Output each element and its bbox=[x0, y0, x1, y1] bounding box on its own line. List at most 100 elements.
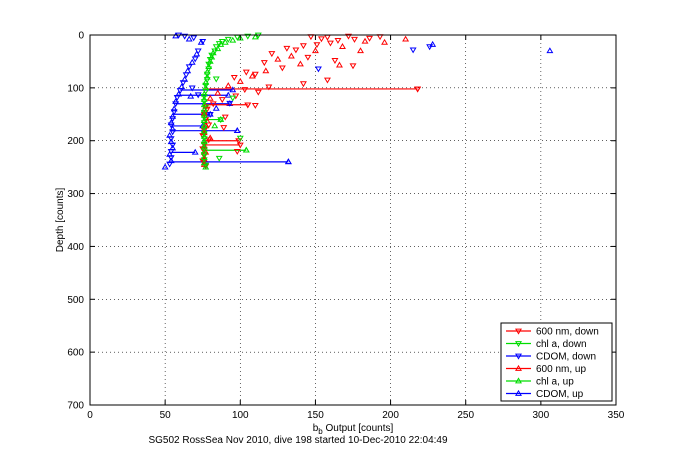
y-axis-label: Depth [counts] bbox=[55, 188, 66, 253]
legend-swatch-marker bbox=[515, 353, 522, 360]
y-tick-label: 200 bbox=[67, 136, 84, 147]
data-point bbox=[296, 60, 304, 67]
profile-spike-point bbox=[236, 142, 244, 149]
data-point bbox=[334, 37, 342, 44]
legend-entry: CDOM, up bbox=[506, 389, 584, 400]
data-point bbox=[169, 112, 177, 119]
data-point bbox=[200, 142, 208, 149]
data-point bbox=[283, 45, 291, 52]
legend-label: 600 nm, up bbox=[536, 364, 586, 375]
data-point bbox=[170, 109, 178, 116]
legend-label: CDOM, up bbox=[536, 389, 584, 400]
y-tick-label: 500 bbox=[67, 295, 84, 306]
data-point bbox=[215, 41, 223, 48]
data-point bbox=[357, 47, 364, 54]
data-point bbox=[200, 115, 208, 122]
data-point bbox=[206, 111, 214, 118]
data-point bbox=[326, 40, 334, 47]
x-axis-label-rest: Output [counts] bbox=[323, 423, 394, 434]
data-point bbox=[214, 45, 222, 52]
legend-label: CDOM, down bbox=[536, 352, 596, 363]
data-point bbox=[214, 89, 222, 96]
legend-entry: chl a, down bbox=[506, 339, 587, 350]
data-layer bbox=[161, 32, 554, 170]
data-point bbox=[336, 61, 343, 68]
data-point bbox=[203, 71, 211, 78]
x-tick-label: 50 bbox=[160, 410, 172, 421]
legend-box bbox=[500, 322, 613, 402]
y-tick-label: 0 bbox=[78, 31, 84, 42]
data-point bbox=[200, 99, 208, 106]
data-point bbox=[224, 36, 232, 43]
axis-ticks: 0 50 100 150 200 250 300 350 0 100 200 300 400 500 600… bbox=[67, 31, 624, 422]
data-point bbox=[175, 90, 183, 97]
data-point bbox=[167, 138, 175, 145]
data-point bbox=[199, 39, 207, 45]
data-point bbox=[208, 53, 216, 60]
data-point bbox=[251, 102, 259, 109]
profile-spike-point bbox=[229, 86, 237, 93]
data-point bbox=[194, 92, 202, 99]
data-point bbox=[351, 36, 358, 43]
data-point bbox=[224, 82, 232, 89]
data-point bbox=[181, 75, 189, 82]
data-point bbox=[402, 35, 410, 42]
data-point bbox=[429, 40, 437, 47]
data-point bbox=[178, 83, 186, 90]
data-point bbox=[244, 33, 252, 40]
data-point bbox=[169, 144, 177, 151]
x-tick-label: 0 bbox=[87, 410, 93, 421]
data-point bbox=[206, 134, 214, 141]
data-point bbox=[190, 35, 198, 42]
legend-swatch-marker bbox=[515, 377, 522, 384]
data-point bbox=[161, 163, 169, 170]
data-point bbox=[215, 155, 223, 162]
data-point bbox=[317, 36, 325, 43]
legend-label: chl a, down bbox=[536, 339, 587, 350]
data-point bbox=[414, 86, 422, 93]
data-point bbox=[242, 69, 250, 76]
data-point bbox=[287, 52, 295, 59]
legend-swatch-marker bbox=[515, 389, 522, 396]
data-point bbox=[409, 47, 417, 54]
data-point bbox=[313, 42, 321, 49]
data-point bbox=[202, 163, 210, 170]
data-point bbox=[292, 47, 300, 54]
data-point bbox=[349, 63, 357, 70]
data-point bbox=[206, 94, 214, 101]
data-point bbox=[172, 98, 180, 104]
data-point bbox=[200, 136, 208, 143]
data-point bbox=[188, 85, 196, 92]
data-point bbox=[200, 141, 208, 148]
data-point bbox=[314, 66, 322, 73]
data-point bbox=[381, 38, 389, 45]
data-point bbox=[203, 73, 211, 80]
data-point bbox=[185, 35, 193, 42]
legend-label: chl a, up bbox=[536, 377, 574, 388]
data-point bbox=[311, 47, 319, 54]
data-point bbox=[205, 63, 213, 70]
data-point bbox=[366, 35, 374, 42]
data-point bbox=[233, 127, 241, 133]
data-point bbox=[299, 81, 307, 88]
data-point bbox=[193, 50, 201, 57]
data-point bbox=[172, 101, 180, 108]
data-point bbox=[226, 100, 234, 107]
data-point bbox=[181, 33, 189, 40]
data-point bbox=[200, 130, 208, 137]
x-axis-label: bb Output [counts] bbox=[313, 423, 394, 436]
legend-swatch-marker bbox=[515, 341, 522, 348]
data-point bbox=[209, 101, 217, 108]
data-point bbox=[169, 129, 177, 136]
data-point bbox=[244, 102, 252, 109]
data-point bbox=[262, 67, 270, 74]
data-point bbox=[260, 60, 268, 67]
y-tick-label: 300 bbox=[67, 189, 84, 200]
data-point bbox=[184, 67, 192, 74]
data-point bbox=[220, 125, 228, 132]
x-tick-label: 150 bbox=[307, 410, 324, 421]
y-tick-label: 700 bbox=[67, 401, 84, 412]
series-cdom-up bbox=[161, 32, 554, 170]
